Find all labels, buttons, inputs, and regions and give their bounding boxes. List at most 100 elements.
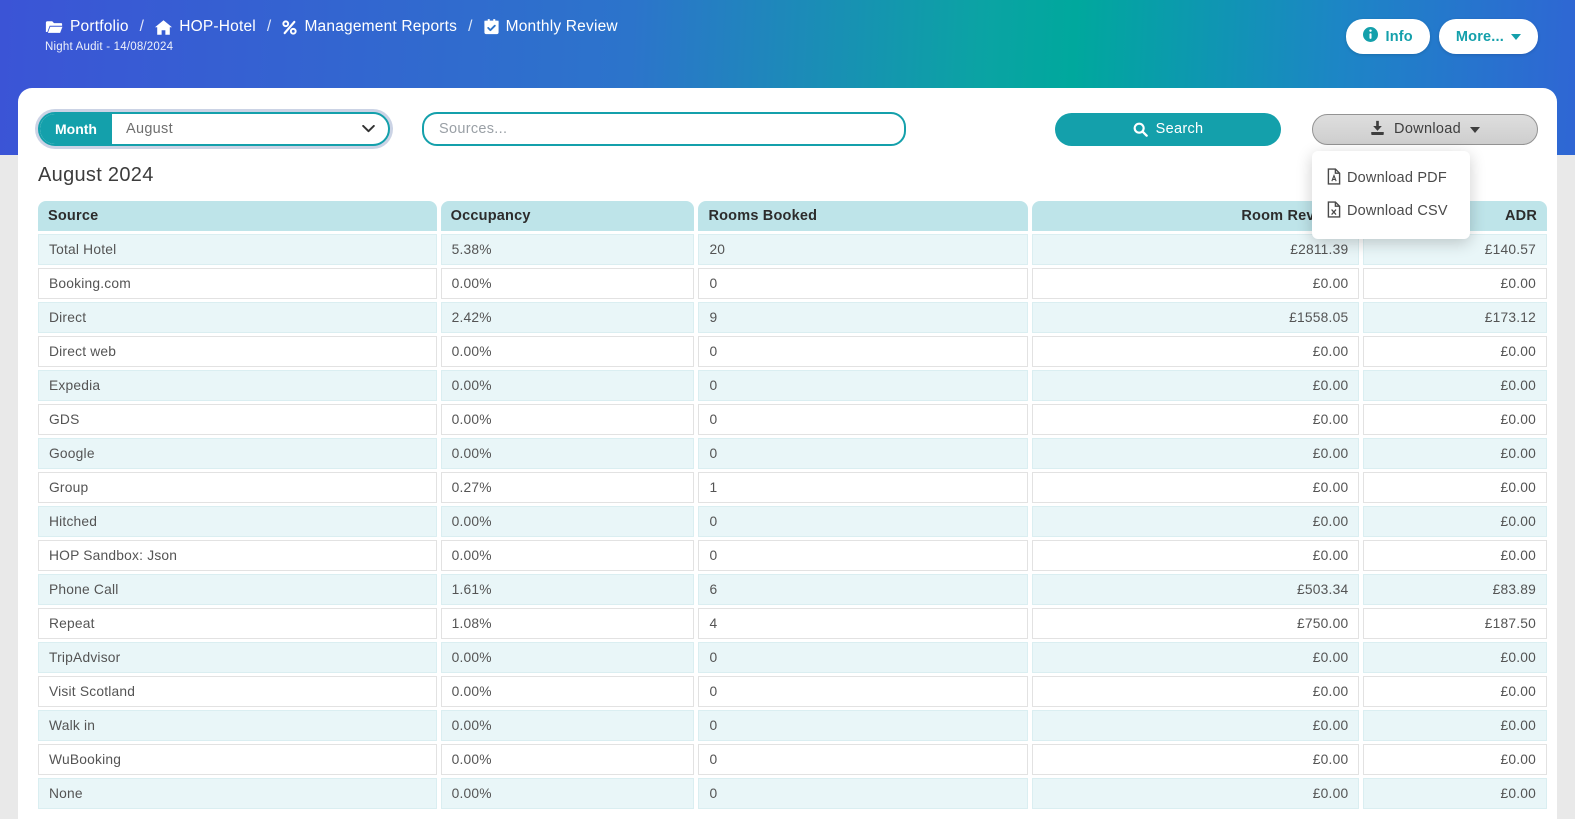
cell-room-revenue: £0.00 bbox=[1032, 336, 1360, 367]
chevron-down-icon bbox=[1469, 126, 1480, 133]
table-row: Group 0.27% 1 £0.00 £0.00 bbox=[38, 472, 1547, 503]
cell-rooms-booked: 0 bbox=[698, 370, 1029, 401]
more-button-label: More... bbox=[1455, 28, 1504, 45]
cell-room-revenue: £0.00 bbox=[1032, 438, 1360, 469]
month-select[interactable]: Month August bbox=[38, 112, 390, 146]
cell-occupancy: 0.00% bbox=[440, 744, 695, 775]
chevron-down-icon bbox=[1511, 34, 1521, 40]
cell-room-revenue: £0.00 bbox=[1032, 370, 1360, 401]
cell-rooms-booked: 1 bbox=[698, 472, 1029, 503]
cell-occupancy: 0.00% bbox=[440, 438, 695, 469]
cell-source: Repeat bbox=[38, 608, 437, 639]
cell-occupancy: 0.00% bbox=[440, 268, 695, 299]
table-row: WuBooking 0.00% 0 £0.00 £0.00 bbox=[38, 744, 1547, 775]
cell-occupancy: 0.00% bbox=[440, 404, 695, 435]
search-button-label: Search bbox=[1155, 121, 1204, 137]
info-button[interactable]: Info bbox=[1346, 19, 1430, 54]
cell-adr: £83.89 bbox=[1363, 574, 1547, 605]
table-row: HOP Sandbox: Json 0.00% 0 £0.00 £0.00 bbox=[38, 540, 1547, 571]
cell-room-revenue: £0.00 bbox=[1032, 778, 1360, 809]
breadcrumb-separator: / bbox=[266, 18, 272, 35]
breadcrumb-label: Portfolio bbox=[70, 18, 129, 35]
cell-adr: £0.00 bbox=[1363, 438, 1547, 469]
cell-rooms-booked: 4 bbox=[698, 608, 1029, 639]
cell-room-revenue: £0.00 bbox=[1032, 744, 1360, 775]
cell-room-revenue: £0.00 bbox=[1032, 540, 1360, 571]
cell-rooms-booked: 6 bbox=[698, 574, 1029, 605]
search-button[interactable]: Search bbox=[1055, 112, 1281, 146]
download-csv-menu-item[interactable]: Download CSV bbox=[1312, 195, 1470, 228]
cell-source: Expedia bbox=[38, 370, 437, 401]
report-toolbar: Month August Search Download Download PD… bbox=[38, 112, 1547, 239]
table-row: Google 0.00% 0 £0.00 £0.00 bbox=[38, 438, 1547, 469]
menu-item-label: Download PDF bbox=[1347, 170, 1447, 186]
cell-source: Walk in bbox=[38, 710, 437, 741]
cell-room-revenue: £2811.39 bbox=[1032, 234, 1360, 265]
table-row: Hitched 0.00% 0 £0.00 £0.00 bbox=[38, 506, 1547, 537]
cell-source: Direct web bbox=[38, 336, 437, 367]
more-button[interactable]: More... bbox=[1438, 19, 1538, 54]
cell-source: Direct bbox=[38, 302, 437, 333]
cell-source: Google bbox=[38, 438, 437, 469]
table-row: Visit Scotland 0.00% 0 £0.00 £0.00 bbox=[38, 676, 1547, 707]
cell-adr: £140.57 bbox=[1363, 234, 1547, 265]
cell-adr: £0.00 bbox=[1363, 404, 1547, 435]
cell-adr: £0.00 bbox=[1363, 370, 1547, 401]
sources-search-input[interactable] bbox=[422, 112, 906, 146]
cell-rooms-booked: 0 bbox=[698, 744, 1029, 775]
table-row: Repeat 1.08% 4 £750.00 £187.50 bbox=[38, 608, 1547, 639]
cell-rooms-booked: 0 bbox=[698, 778, 1029, 809]
home-icon bbox=[155, 19, 173, 35]
cell-adr: £0.00 bbox=[1363, 744, 1547, 775]
cell-room-revenue: £750.00 bbox=[1032, 608, 1360, 639]
cell-adr: £0.00 bbox=[1363, 676, 1547, 707]
percent-icon bbox=[282, 19, 298, 35]
cell-rooms-booked: 20 bbox=[698, 234, 1029, 265]
calendar-check-icon bbox=[484, 19, 499, 35]
cell-adr: £0.00 bbox=[1363, 268, 1547, 299]
cell-occupancy: 0.00% bbox=[440, 540, 695, 571]
cell-source: HOP Sandbox: Json bbox=[38, 540, 437, 571]
cell-rooms-booked: 0 bbox=[698, 438, 1029, 469]
cell-source: Phone Call bbox=[38, 574, 437, 605]
breadcrumb: Portfolio / HOP-Hotel / Management Repor… bbox=[45, 18, 618, 53]
info-circle-icon bbox=[1363, 27, 1379, 46]
download-pdf-menu-item[interactable]: Download PDF bbox=[1312, 162, 1470, 195]
cell-rooms-booked: 0 bbox=[698, 268, 1029, 299]
cell-occupancy: 0.00% bbox=[440, 642, 695, 673]
cell-room-revenue: £0.00 bbox=[1032, 642, 1360, 673]
cell-occupancy: 0.00% bbox=[440, 370, 695, 401]
cell-room-revenue: £0.00 bbox=[1032, 404, 1360, 435]
breadcrumb-label: Management Reports bbox=[304, 18, 458, 35]
cell-adr: £0.00 bbox=[1363, 642, 1547, 673]
breadcrumb-label: HOP-Hotel bbox=[179, 18, 256, 35]
breadcrumb-item-hotel[interactable]: HOP-Hotel bbox=[155, 18, 256, 36]
table-row: None 0.00% 0 £0.00 £0.00 bbox=[38, 778, 1547, 809]
cell-rooms-booked: 0 bbox=[698, 404, 1029, 435]
cell-adr: £173.12 bbox=[1363, 302, 1547, 333]
breadcrumb-separator: / bbox=[139, 18, 145, 35]
month-select-value: August bbox=[125, 121, 173, 137]
breadcrumb-item-portfolio[interactable]: Portfolio bbox=[45, 18, 129, 36]
table-row: Total Hotel 5.38% 20 £2811.39 £140.57 bbox=[38, 234, 1547, 265]
cell-adr: £187.50 bbox=[1363, 608, 1547, 639]
table-row: Expedia 0.00% 0 £0.00 £0.00 bbox=[38, 370, 1547, 401]
cell-source: Visit Scotland bbox=[38, 676, 437, 707]
sources-report-table: Source Occupancy Rooms Booked Room Reven… bbox=[34, 198, 1551, 812]
breadcrumb-item-monthly-review[interactable]: Monthly Review bbox=[484, 18, 618, 36]
breadcrumb-item-management-reports[interactable]: Management Reports bbox=[282, 18, 457, 36]
column-header-occupancy: Occupancy bbox=[440, 201, 695, 231]
cell-occupancy: 0.00% bbox=[440, 710, 695, 741]
cell-occupancy: 0.00% bbox=[440, 506, 695, 537]
download-button[interactable]: Download bbox=[1312, 113, 1538, 145]
file-csv-icon bbox=[1327, 200, 1341, 222]
cell-occupancy: 1.08% bbox=[440, 608, 695, 639]
cell-source: Booking.com bbox=[38, 268, 437, 299]
month-select-label: Month bbox=[40, 114, 112, 144]
chevron-down-icon bbox=[362, 121, 375, 137]
cell-rooms-booked: 0 bbox=[698, 676, 1029, 707]
cell-rooms-booked: 0 bbox=[698, 506, 1029, 537]
cell-room-revenue: £0.00 bbox=[1032, 506, 1360, 537]
cell-occupancy: 0.00% bbox=[440, 336, 695, 367]
folder-open-icon bbox=[45, 20, 63, 35]
